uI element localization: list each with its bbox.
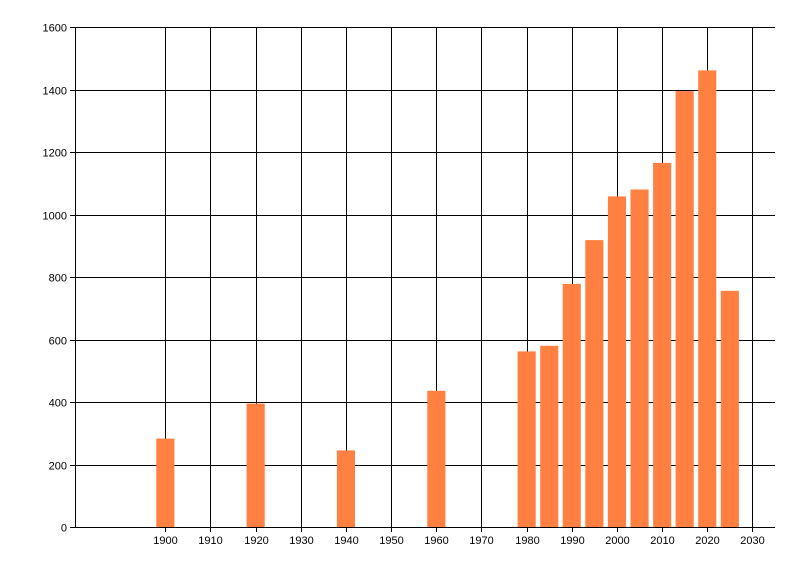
x-tick-label: 1970 bbox=[469, 535, 493, 547]
y-tick-label: 600 bbox=[49, 336, 67, 348]
x-tick-label: 1930 bbox=[289, 535, 313, 547]
x-tick-label: 2030 bbox=[740, 535, 764, 547]
x-tick-labels: 1900 1910 1920 1930 1940 1950 1960 1970 1980 1990… bbox=[153, 535, 764, 547]
x-tick-label: 1980 bbox=[515, 535, 539, 547]
bar bbox=[698, 70, 717, 528]
bar bbox=[607, 196, 626, 527]
x-tick-label: 1940 bbox=[334, 535, 358, 547]
y-tick-label: 200 bbox=[49, 461, 67, 473]
bar bbox=[336, 450, 355, 527]
x-tick-label: 1920 bbox=[244, 535, 268, 547]
bar bbox=[562, 283, 581, 527]
y-tick-label: 400 bbox=[49, 398, 67, 410]
y-tick-label: 0 bbox=[61, 523, 67, 535]
bar bbox=[246, 403, 265, 527]
y-tick-label: 1600 bbox=[43, 23, 67, 35]
bar bbox=[675, 91, 694, 527]
bar bbox=[517, 351, 536, 527]
bars bbox=[156, 70, 739, 528]
y-tick-label: 1200 bbox=[43, 148, 67, 160]
axes bbox=[70, 27, 775, 532]
y-tick-labels: 0 200 400 600 800 1000 1200 1400 1600 bbox=[43, 23, 67, 535]
x-tick-label: 1900 bbox=[153, 535, 177, 547]
bar bbox=[585, 240, 604, 527]
y-tick-label: 800 bbox=[49, 273, 67, 285]
x-tick-label: 2010 bbox=[650, 535, 674, 547]
x-tick-label: 1990 bbox=[560, 535, 584, 547]
x-tick-label: 1910 bbox=[198, 535, 222, 547]
bar bbox=[427, 390, 446, 528]
x-tick-label: 2020 bbox=[695, 535, 719, 547]
bar bbox=[653, 162, 672, 527]
bar bbox=[630, 189, 649, 527]
bar bbox=[540, 345, 559, 528]
x-tick-label: 2000 bbox=[605, 535, 629, 547]
y-tick-label: 1400 bbox=[43, 86, 67, 98]
bar bbox=[156, 438, 175, 527]
y-tick-label: 1000 bbox=[43, 211, 67, 223]
bar bbox=[720, 290, 739, 528]
x-tick-label: 1960 bbox=[424, 535, 448, 547]
x-tick-label: 1950 bbox=[379, 535, 403, 547]
